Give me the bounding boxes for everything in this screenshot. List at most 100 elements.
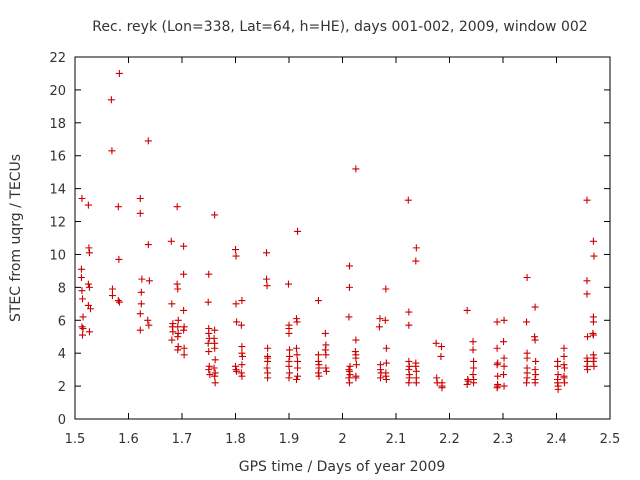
data-point [107, 96, 115, 104]
data-point [264, 344, 272, 352]
data-point [115, 298, 123, 306]
data-point [583, 196, 591, 204]
data-point [500, 338, 508, 346]
data-point [174, 346, 182, 354]
data-point [205, 348, 213, 356]
data-point [493, 318, 501, 326]
data-point [205, 366, 213, 374]
data-point [584, 333, 592, 341]
data-point [115, 255, 123, 263]
data-point [108, 147, 116, 155]
data-point [136, 195, 144, 203]
data-point [523, 318, 531, 326]
data-point [590, 362, 598, 370]
data-point [78, 331, 86, 339]
data-point [204, 339, 212, 347]
x-axis-title: GPS time / Days of year 2009 [239, 459, 446, 475]
data-point [284, 280, 292, 288]
data-point [531, 379, 539, 387]
data-point [211, 211, 219, 219]
x-tick-label: 2.4 [546, 432, 567, 447]
x-tick-label: 2.5 [600, 432, 621, 447]
data-point [463, 306, 471, 314]
data-point [561, 364, 569, 372]
data-point [285, 329, 293, 337]
data-point [77, 273, 85, 281]
data-point [405, 308, 413, 316]
data-point [294, 357, 302, 365]
data-point [500, 316, 508, 324]
data-point [382, 359, 390, 367]
y-tick-label: 12 [49, 216, 66, 231]
data-points [77, 69, 598, 393]
data-point [84, 280, 92, 288]
data-point [180, 270, 188, 278]
data-point [180, 344, 188, 352]
data-point [180, 242, 188, 250]
x-tick-label: 1.8 [225, 432, 246, 447]
data-point [286, 346, 294, 354]
data-point [78, 195, 86, 203]
data-point [174, 323, 182, 331]
data-point [180, 351, 188, 359]
data-point [293, 351, 301, 359]
data-point [321, 329, 329, 337]
data-point [168, 300, 176, 308]
data-point [404, 196, 412, 204]
data-point [211, 372, 219, 380]
data-point [589, 318, 597, 326]
data-point [584, 366, 592, 374]
data-point [77, 265, 85, 273]
data-point [138, 275, 146, 283]
data-point [232, 300, 240, 308]
data-point [145, 277, 153, 285]
data-point [167, 237, 175, 245]
data-point [85, 249, 93, 257]
data-point [532, 357, 540, 365]
data-point [554, 385, 562, 393]
data-point [144, 241, 152, 249]
data-point [493, 384, 501, 392]
data-point [561, 379, 569, 387]
data-point [437, 352, 445, 360]
data-point [560, 352, 568, 360]
data-point [232, 246, 239, 254]
y-tick-label: 4 [58, 347, 66, 362]
data-point [285, 374, 293, 382]
data-point [523, 354, 531, 362]
data-point [294, 227, 302, 235]
data-point [352, 165, 360, 173]
data-point [238, 343, 246, 351]
data-point [292, 376, 300, 384]
data-point [87, 305, 95, 313]
data-point [345, 379, 353, 387]
data-point [136, 209, 144, 217]
data-point [144, 316, 152, 324]
data-point [463, 380, 471, 388]
data-point [204, 298, 212, 306]
data-point [523, 379, 531, 387]
data-point [78, 323, 86, 331]
data-point [238, 352, 246, 360]
data-point [264, 357, 272, 365]
y-tick-label: 0 [58, 413, 66, 428]
data-point [293, 318, 301, 326]
data-point [210, 364, 218, 372]
data-point [493, 361, 501, 369]
data-point [375, 323, 383, 331]
data-point [500, 371, 508, 379]
data-point [470, 357, 478, 365]
data-point [314, 297, 322, 305]
data-point [114, 203, 122, 211]
data-point [352, 354, 360, 362]
data-point [115, 69, 123, 77]
x-tick-label: 2.1 [386, 432, 407, 447]
data-point [352, 361, 360, 369]
data-point [590, 252, 598, 260]
chart-title: Rec. reyk (Lon=338, Lat=64, h=HE), days … [92, 19, 587, 35]
data-point [285, 362, 293, 370]
data-point [494, 372, 502, 380]
data-point [382, 344, 390, 352]
data-point [114, 297, 122, 305]
data-point [382, 376, 390, 384]
